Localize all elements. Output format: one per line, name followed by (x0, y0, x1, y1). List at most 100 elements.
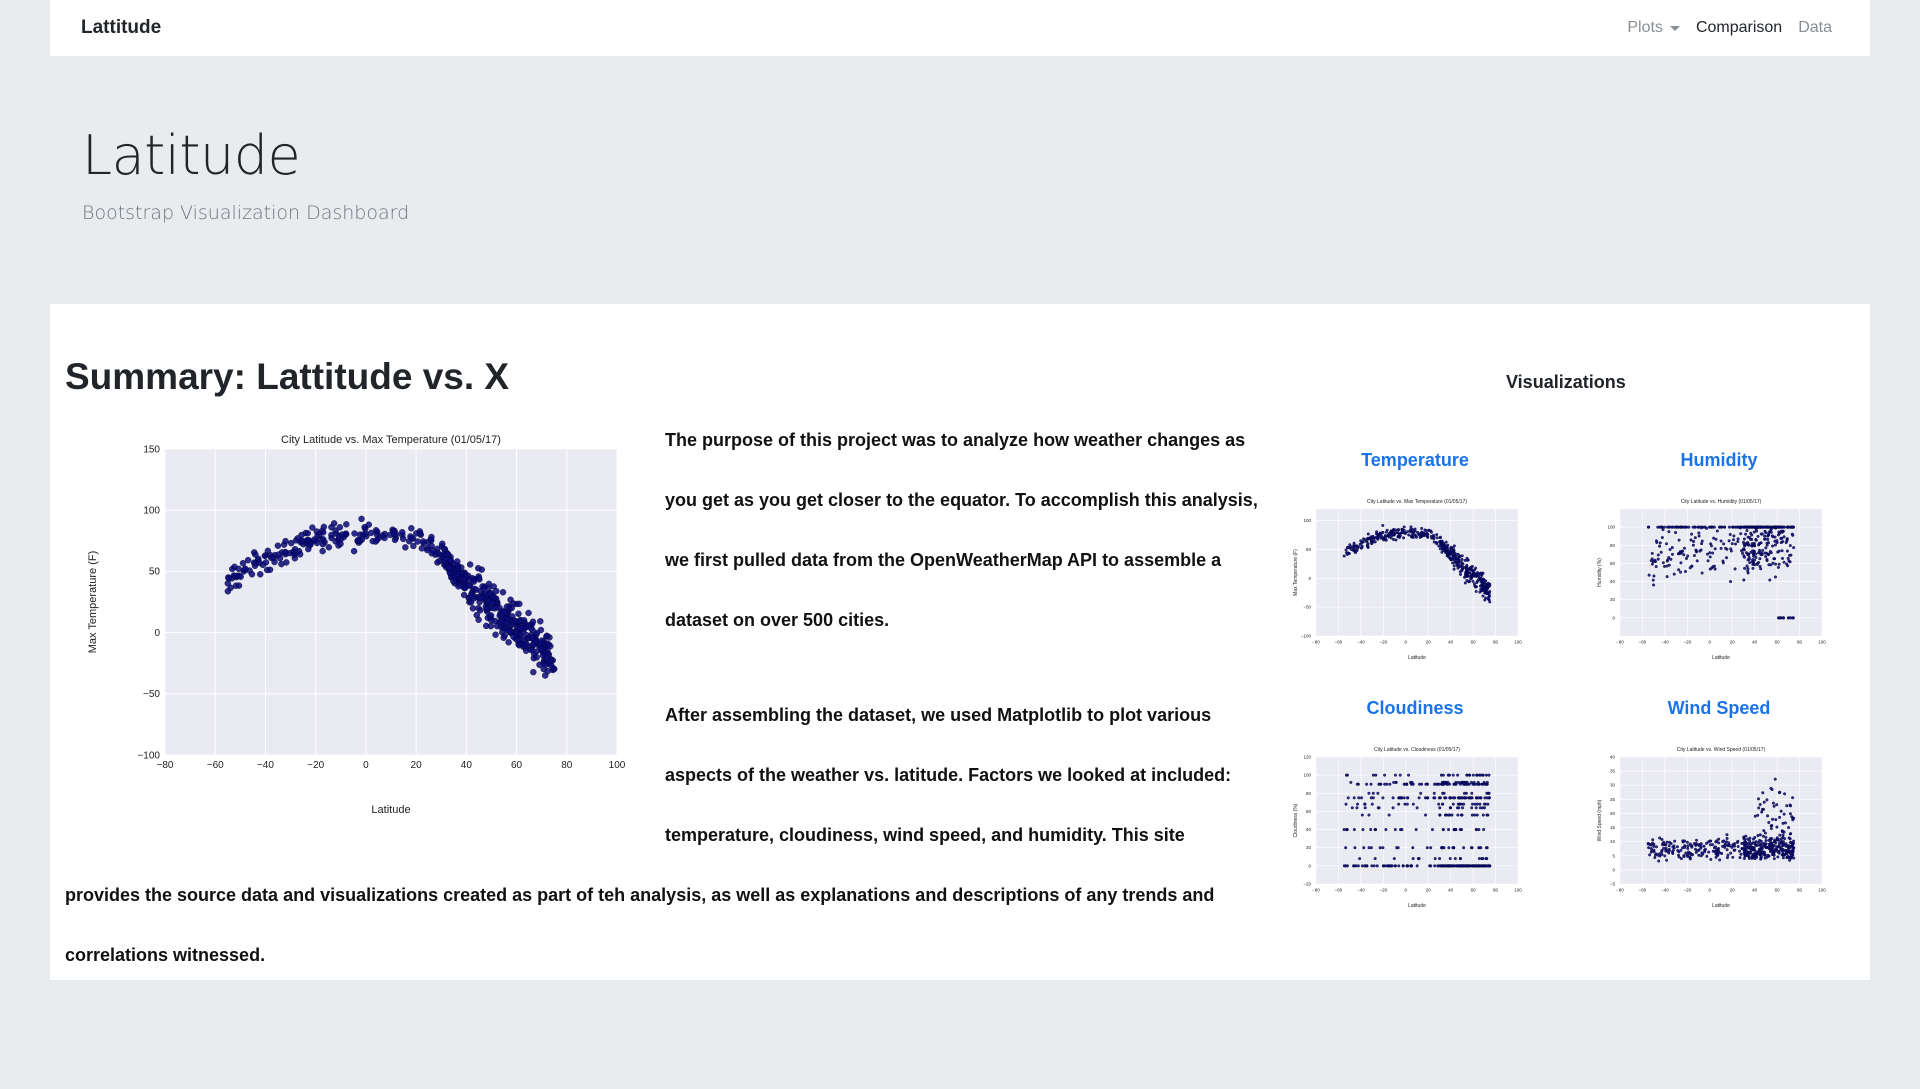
data-point (1694, 843, 1698, 847)
data-point (1363, 538, 1367, 542)
data-point (475, 565, 482, 572)
data-point (1650, 551, 1654, 555)
data-point (1383, 773, 1387, 777)
data-point (1670, 850, 1674, 854)
data-point (1665, 525, 1669, 529)
data-point (1719, 546, 1723, 550)
x-tick-label: −40 (1661, 888, 1669, 893)
data-point (1400, 528, 1404, 532)
data-point (1707, 525, 1711, 529)
data-point (1465, 578, 1469, 582)
data-point (1465, 773, 1469, 777)
x-tick-label: 80 (1493, 888, 1499, 893)
data-point (1469, 780, 1473, 784)
data-point (1460, 554, 1464, 558)
data-point (1762, 525, 1766, 529)
thumb-cloudiness-chart[interactable]: −80 −60 −40 −20 0 20 40 60 80 100 −20 0 20 40 60 80 100 1… (1290, 744, 1530, 910)
data-point (1726, 853, 1730, 857)
data-point (1346, 796, 1350, 800)
data-point (1466, 782, 1470, 786)
data-point (538, 645, 546, 653)
nav-data[interactable]: Data (1798, 19, 1832, 36)
data-point (1482, 579, 1486, 583)
nav-comparison[interactable]: Comparison (1695, 19, 1783, 36)
data-point (1773, 543, 1777, 547)
data-point (1718, 525, 1722, 529)
viz-link-temperature[interactable]: Temperature (1361, 450, 1469, 470)
data-point (1452, 544, 1456, 548)
x-axis-label: Latitude (371, 804, 410, 816)
data-point (1776, 855, 1780, 859)
data-point (1714, 855, 1718, 859)
data-point (1448, 806, 1452, 810)
data-point (510, 600, 517, 607)
thumb-temperature-chart[interactable]: −80 −60 −40 −20 0 20 40 60 80 100 −100 −50 0 50 100 Cit… (1290, 496, 1530, 662)
data-point (1648, 853, 1652, 857)
data-point (1697, 534, 1701, 538)
data-point (1480, 588, 1484, 592)
data-point (319, 547, 326, 555)
data-point (1698, 549, 1702, 553)
data-point (1433, 864, 1437, 868)
data-point (1484, 782, 1488, 786)
data-point (332, 527, 339, 534)
data-point (1387, 813, 1391, 817)
data-point (1667, 847, 1671, 851)
data-point (1435, 536, 1439, 540)
data-point (1485, 846, 1489, 850)
viz-link-cloudiness[interactable]: Cloudiness (1366, 698, 1464, 718)
data-point (508, 621, 515, 628)
data-point (1393, 864, 1397, 868)
hero-title: Latitude (82, 124, 301, 187)
data-point (1684, 556, 1688, 560)
data-point (1378, 782, 1382, 786)
data-point (1777, 849, 1781, 853)
data-point (1467, 796, 1471, 800)
data-point (447, 557, 454, 564)
data-point (1772, 804, 1776, 808)
viz-link-wind-speed[interactable]: Wind Speed (1667, 698, 1771, 718)
data-point (1785, 537, 1789, 541)
data-point (515, 642, 523, 649)
data-point (483, 605, 490, 613)
thumb-humidity-chart[interactable]: −80 −60 −40 −20 0 20 40 60 80 100 0 20 40 60 80 100 City… (1594, 496, 1834, 662)
navbar-brand[interactable]: Lattitude (81, 17, 162, 38)
data-point (1411, 535, 1415, 539)
data-point (1478, 802, 1482, 806)
nav-plots-dropdown[interactable]: Plots (1627, 19, 1680, 37)
data-point (1779, 529, 1783, 533)
x-tick-label: 20 (1426, 888, 1432, 893)
y-tick-label: 150 (143, 444, 160, 455)
data-point (1689, 538, 1693, 542)
data-point (1782, 535, 1786, 539)
data-point (1427, 528, 1431, 532)
data-point (1409, 864, 1413, 868)
data-point (257, 571, 264, 578)
data-point (1757, 542, 1761, 546)
summary-paragraph-1: The purpose of this project was to analy… (665, 430, 1258, 630)
data-point (1779, 536, 1783, 540)
thumb-wind-speed-chart[interactable]: −80 −60 −40 −20 0 20 40 60 80 100 −5 0 5 10 15 20 25 30 35… (1594, 744, 1834, 910)
data-point (1692, 539, 1696, 543)
data-point (1365, 864, 1369, 868)
data-point (1654, 565, 1658, 569)
data-point (1780, 549, 1784, 553)
data-point (466, 561, 474, 568)
data-point (1708, 551, 1712, 555)
viz-link-humidity[interactable]: Humidity (1680, 450, 1758, 470)
x-tick-label: −20 (1684, 888, 1692, 893)
data-point (337, 540, 344, 548)
data-point (1736, 845, 1740, 849)
data-point (1388, 782, 1392, 786)
data-point (1356, 802, 1360, 806)
data-point (1447, 813, 1451, 817)
x-axis-label: Latitude (1408, 655, 1426, 661)
y-tick-label: 15 (1610, 825, 1616, 830)
data-point (1753, 814, 1757, 818)
data-point (1407, 533, 1411, 537)
data-point (1677, 855, 1681, 859)
data-point (1346, 545, 1350, 549)
data-point (244, 556, 252, 564)
data-point (1381, 796, 1385, 800)
data-point (1481, 594, 1485, 598)
